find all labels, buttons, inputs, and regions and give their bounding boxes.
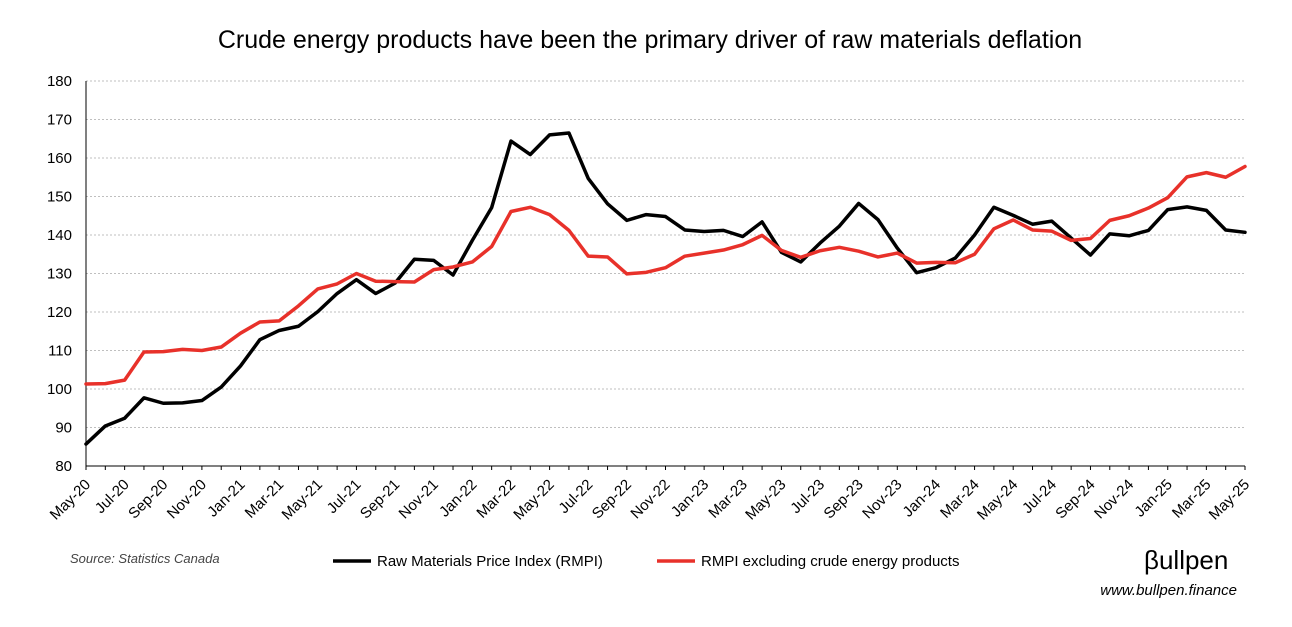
x-tick-label: Jan-25 (1131, 476, 1175, 520)
chart-title: Crude energy products have been the prim… (218, 26, 1082, 54)
x-tick-label: Jan-23 (668, 476, 712, 520)
y-tick-label: 110 (48, 343, 72, 360)
x-tick-label: Nov-23 (859, 476, 905, 522)
x-tick-label: Jan-22 (436, 476, 480, 520)
series-line-2 (84, 164, 1247, 386)
y-tick-label: 180 (47, 73, 72, 90)
y-tick-label: 160 (47, 150, 72, 167)
x-tick-label: Nov-20 (164, 476, 210, 522)
x-tick-label: May-25 (1206, 476, 1253, 523)
y-tick-label: 100 (47, 381, 72, 398)
x-tick-label: May-24 (974, 476, 1021, 523)
x-tick-label: Mar-25 (1169, 476, 1215, 522)
series-lines (84, 131, 1247, 446)
source-note: Source: Statistics Canada (70, 551, 220, 566)
legend: Raw Materials Price Index (RMPI) RMPI exc… (333, 553, 959, 570)
x-tick-label: Nov-21 (396, 476, 442, 522)
y-axis-ticks: 80 90 100 110 120 130 140 150 160 170 180 (47, 73, 72, 475)
x-tick-label: Jan-21 (204, 476, 248, 520)
x-tick-label: Nov-22 (627, 476, 673, 522)
x-tick-label: Mar-21 (242, 476, 288, 522)
x-tick-label: Mar-22 (473, 476, 519, 522)
x-tick-label: Jan-24 (900, 476, 944, 520)
x-tick-label: Sep-21 (357, 476, 403, 522)
y-tick-label: 150 (47, 189, 72, 206)
x-tick-label: Sep-23 (821, 476, 867, 522)
brand-url: www.bullpen.finance (1100, 582, 1237, 599)
x-tick-label: May-22 (510, 476, 557, 523)
y-tick-label: 130 (47, 266, 72, 283)
x-tick-label: Nov-24 (1091, 476, 1137, 522)
y-tick-label: 80 (55, 458, 72, 475)
x-tick-label: May-20 (47, 476, 94, 523)
x-axis: May-20Jul-20Sep-20Nov-20Jan-21Mar-21May-… (47, 81, 1253, 524)
x-tick-label: Sep-24 (1052, 476, 1098, 522)
y-tick-label: 90 (55, 420, 72, 437)
legend-label-2: RMPI excluding crude energy products (701, 553, 959, 570)
x-tick-label: May-21 (279, 476, 326, 523)
x-tick-label: Mar-23 (705, 476, 751, 522)
y-tick-label: 120 (47, 304, 72, 321)
brand-logo: βullpen (1144, 545, 1228, 575)
series-line-1 (84, 131, 1247, 446)
gridlines (86, 80, 1245, 428)
legend-label-1: Raw Materials Price Index (RMPI) (377, 553, 603, 570)
y-tick-label: 140 (47, 227, 72, 244)
x-tick-label: May-23 (742, 476, 789, 523)
x-tick-label: Mar-24 (937, 476, 983, 522)
y-tick-label: 170 (47, 112, 72, 129)
x-tick-label: Sep-22 (589, 476, 635, 522)
x-tick-label: Sep-20 (125, 476, 171, 522)
